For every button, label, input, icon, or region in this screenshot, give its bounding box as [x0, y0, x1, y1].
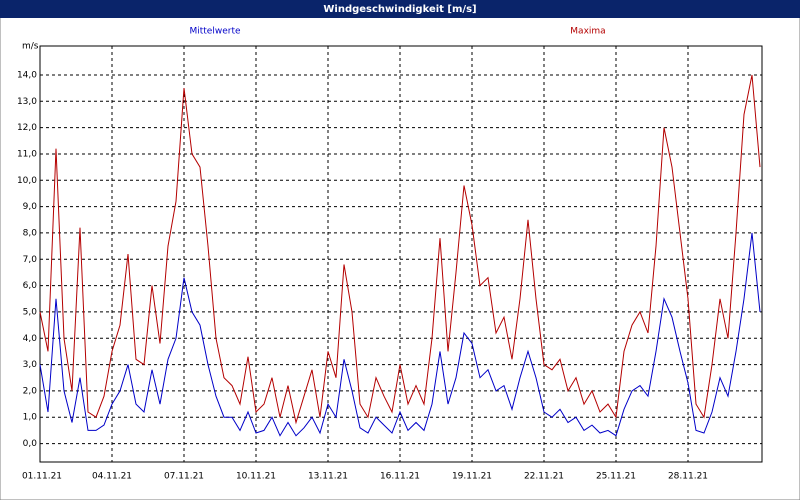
y-tick-label: 13,0: [17, 97, 37, 107]
y-tick-label: 3,0: [23, 360, 38, 370]
y-tick-label: 7,0: [23, 255, 38, 265]
y-tick-label: 12,0: [17, 123, 37, 133]
x-tick-label: 28.11.21: [668, 472, 708, 482]
y-tick-label: 2,0: [23, 386, 38, 396]
y-tick-label: 4,0: [23, 334, 38, 344]
y-tick-label: 8,0: [23, 228, 38, 238]
x-tick-label: 16.11.21: [380, 472, 420, 482]
y-tick-label: 6,0: [23, 281, 38, 291]
y-tick-label: 10,0: [17, 176, 37, 186]
y-tick-label: 11,0: [17, 149, 37, 159]
y-axis-label: m/s: [22, 42, 39, 52]
x-tick-label: 19.11.21: [452, 472, 492, 482]
y-tick-label: 1,0: [23, 413, 38, 423]
y-tick-label: 9,0: [23, 202, 38, 212]
x-tick-label: 07.11.21: [164, 472, 204, 482]
x-tick-label: 25.11.21: [596, 472, 636, 482]
y-tick-label: 0,0: [23, 439, 38, 449]
title-bar: [0, 0, 800, 18]
legend-entry: Mittelwerte: [189, 27, 240, 37]
x-tick-label: 13.11.21: [308, 472, 348, 482]
x-tick-label: 22.11.21: [524, 472, 564, 482]
x-tick-label: 01.11.21: [22, 472, 62, 482]
data-line: [39, 74, 761, 425]
x-tick-label: 10.11.21: [236, 472, 276, 482]
legend-entry: Maxima: [570, 27, 605, 37]
data-line: [39, 232, 761, 437]
chart-title: Windgeschwindigkeit [m/s]: [323, 4, 476, 15]
x-tick-label: 04.11.21: [92, 472, 132, 482]
y-tick-label: 14,0: [17, 70, 37, 80]
y-tick-label: 5,0: [23, 307, 38, 317]
plot-frame: [39, 45, 763, 463]
